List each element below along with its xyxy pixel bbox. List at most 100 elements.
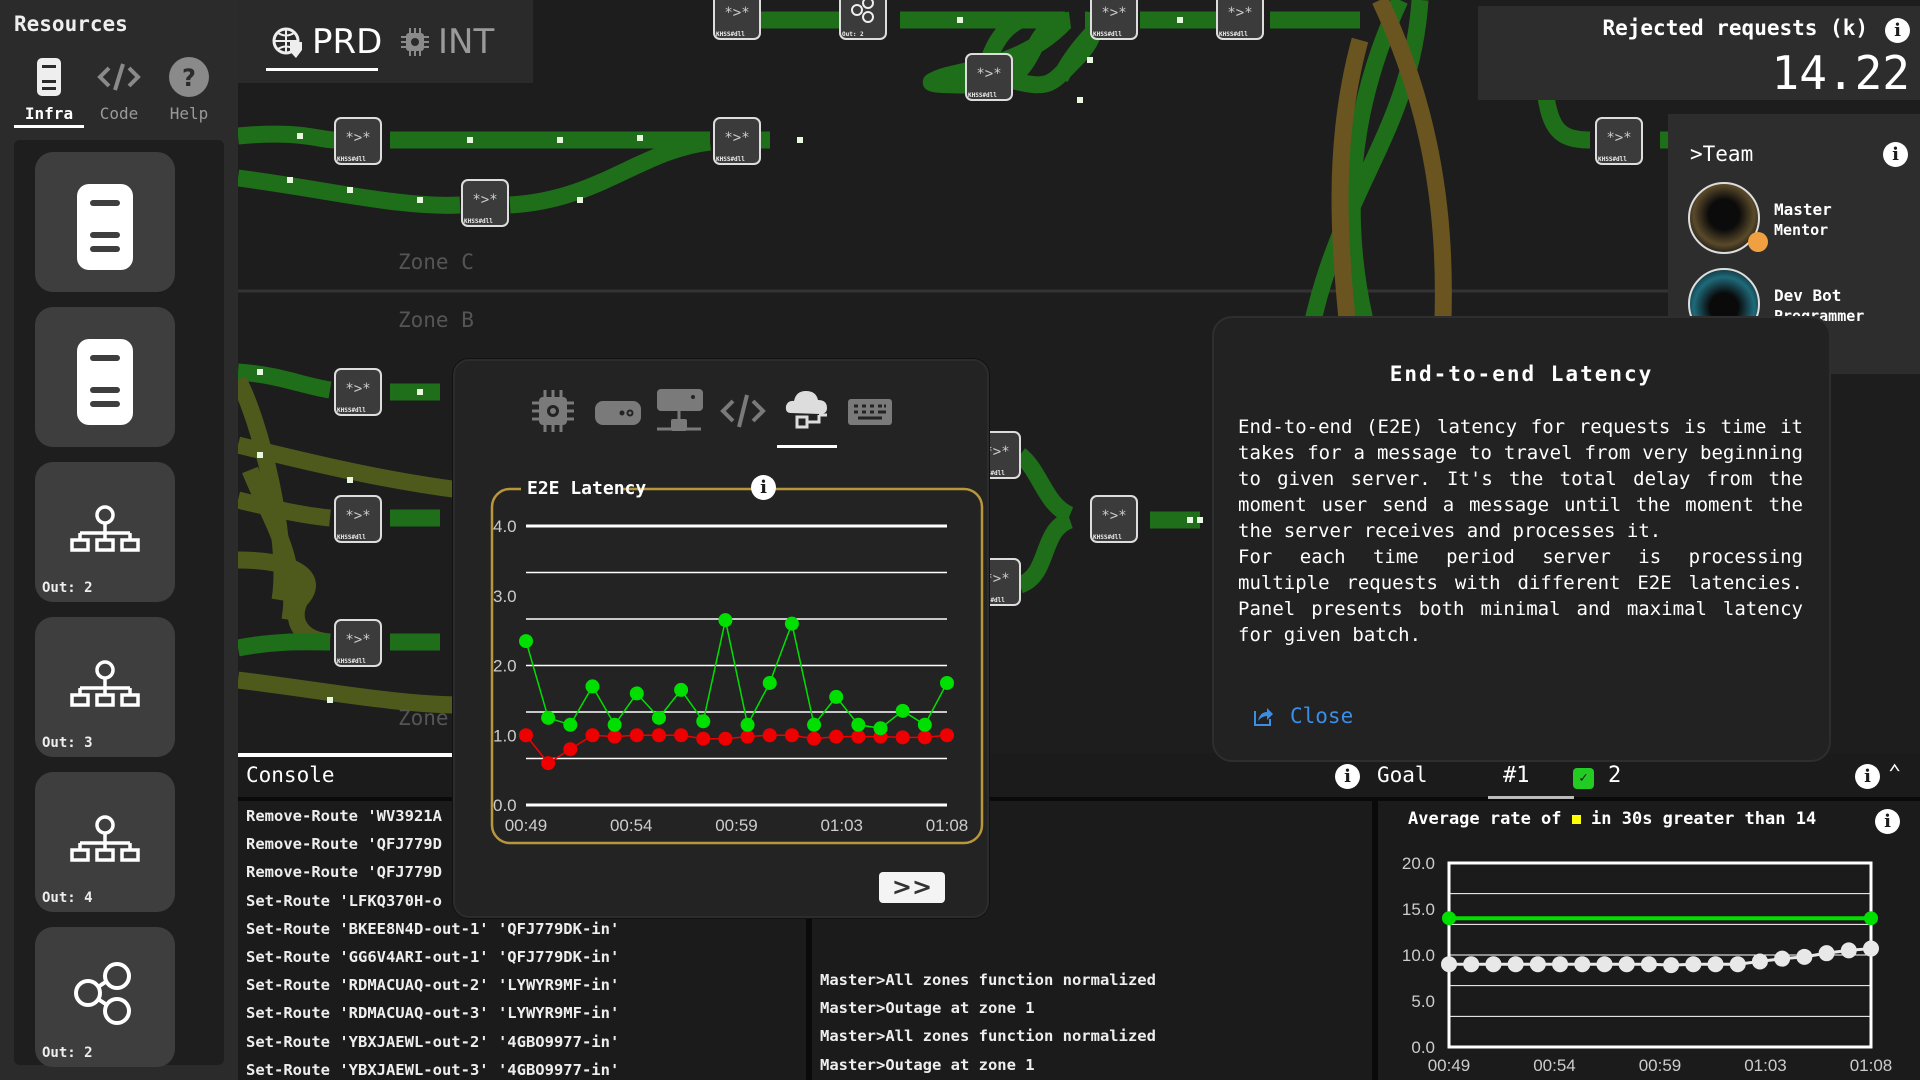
data-point[interactable]: [829, 689, 844, 704]
data-point[interactable]: [1751, 953, 1768, 970]
data-point[interactable]: [563, 742, 578, 757]
data-point[interactable]: [1663, 957, 1680, 974]
tab-help[interactable]: ? Help: [154, 56, 224, 123]
data-point[interactable]: [1529, 956, 1546, 973]
tab-infra[interactable]: Infra: [14, 56, 84, 123]
data-point[interactable]: [1864, 911, 1878, 926]
network-node[interactable]: *>* KHSS#dll: [713, 0, 761, 40]
data-point[interactable]: [651, 728, 666, 743]
data-point[interactable]: [718, 731, 733, 746]
data-point[interactable]: [940, 728, 954, 743]
data-point[interactable]: [784, 616, 799, 631]
data-point[interactable]: [629, 686, 644, 701]
data-point[interactable]: [696, 731, 711, 746]
data-point[interactable]: [1552, 956, 1569, 973]
data-point[interactable]: [1640, 956, 1657, 973]
data-point[interactable]: [917, 717, 932, 732]
data-point[interactable]: [563, 717, 578, 732]
data-point[interactable]: [674, 682, 689, 697]
network-node[interactable]: *>* KHSS#dll: [1090, 0, 1138, 40]
close-button[interactable]: Close: [1252, 704, 1353, 728]
data-point[interactable]: [1685, 956, 1702, 973]
info-icon[interactable]: i: [1875, 809, 1900, 834]
code-icon[interactable]: [719, 387, 767, 435]
data-point[interactable]: [629, 728, 644, 743]
info-icon[interactable]: i: [751, 475, 776, 500]
data-point[interactable]: [740, 729, 755, 744]
network-node[interactable]: *>* KHSS#dll: [965, 53, 1013, 101]
data-point[interactable]: [585, 679, 600, 694]
console-log[interactable]: Remove-Route 'WV3921A Remove-Route 'QFJ77…: [238, 801, 802, 1080]
data-point[interactable]: [940, 675, 954, 690]
info-icon[interactable]: i: [1885, 18, 1910, 43]
data-point[interactable]: [784, 728, 799, 743]
resource-card-list[interactable]: Out: 2 Out: 3 Out: 4 Out: 2: [14, 140, 224, 1067]
data-point[interactable]: [541, 710, 556, 725]
chip-icon[interactable]: [529, 387, 577, 435]
tab-code[interactable]: Code: [84, 56, 154, 123]
network-icon[interactable]: [655, 387, 703, 435]
data-point[interactable]: [1485, 956, 1502, 973]
network-node[interactable]: *>* KHSS#dll: [1090, 495, 1138, 543]
team-title[interactable]: >Team: [1690, 142, 1754, 166]
data-point[interactable]: [895, 730, 910, 745]
data-point[interactable]: [851, 729, 866, 744]
data-point[interactable]: [1796, 948, 1813, 965]
resource-card[interactable]: [35, 152, 175, 292]
goal-tab-2[interactable]: 2: [1608, 763, 1622, 788]
network-node[interactable]: *>* KHSS#dll: [713, 117, 761, 165]
data-point[interactable]: [1441, 956, 1457, 973]
data-point[interactable]: [696, 714, 711, 729]
resource-card[interactable]: Out: 3: [35, 617, 175, 757]
goal-tab-1[interactable]: #1: [1503, 763, 1530, 788]
data-point[interactable]: [674, 728, 689, 743]
env-tab-int[interactable]: INT: [400, 22, 494, 62]
data-point[interactable]: [607, 729, 622, 744]
data-point[interactable]: [873, 721, 888, 736]
data-point[interactable]: [740, 717, 755, 732]
resource-card[interactable]: Out: 2: [35, 462, 175, 602]
info-icon[interactable]: i: [1883, 142, 1908, 167]
resource-card[interactable]: Out: 2: [35, 927, 175, 1067]
resource-card[interactable]: [35, 307, 175, 447]
network-node[interactable]: *>* KHSS#dll: [334, 368, 382, 416]
network-node[interactable]: *>* KHSS#dll: [1216, 0, 1264, 40]
data-point[interactable]: [807, 717, 822, 732]
network-node[interactable]: *>* KHSS#dll: [334, 495, 382, 543]
data-point[interactable]: [718, 613, 733, 628]
data-point[interactable]: [1507, 956, 1524, 973]
data-point[interactable]: [762, 728, 777, 743]
data-point[interactable]: [1618, 956, 1635, 973]
data-point[interactable]: [607, 717, 622, 732]
data-point[interactable]: [1463, 956, 1480, 973]
data-point[interactable]: [519, 634, 533, 649]
next-button[interactable]: >>: [879, 872, 945, 903]
info-icon[interactable]: i: [1855, 764, 1880, 789]
data-point[interactable]: [1442, 911, 1456, 926]
device-icon[interactable]: [593, 387, 641, 435]
network-node[interactable]: *>* KHSS#dll: [1595, 117, 1643, 165]
data-point[interactable]: [895, 703, 910, 718]
data-point[interactable]: [1863, 940, 1879, 957]
message-log[interactable]: Master>All zones function normalized Mast…: [812, 801, 1372, 1080]
network-node[interactable]: *>* KHSS#dll: [334, 619, 382, 667]
data-point[interactable]: [1818, 945, 1835, 962]
data-point[interactable]: [1840, 942, 1857, 959]
data-point[interactable]: [585, 728, 600, 743]
data-point[interactable]: [1574, 956, 1591, 973]
network-node[interactable]: Out: 2: [839, 0, 887, 40]
data-point[interactable]: [1596, 956, 1613, 973]
keyboard-icon[interactable]: [846, 387, 894, 435]
data-point[interactable]: [807, 731, 822, 746]
collapse-chevron-icon[interactable]: ⌃: [1888, 761, 1902, 786]
network-node[interactable]: *>* KHSS#dll: [334, 117, 382, 165]
data-point[interactable]: [1729, 956, 1746, 973]
data-point[interactable]: [851, 717, 866, 732]
data-point[interactable]: [1774, 950, 1791, 967]
data-point[interactable]: [829, 729, 844, 744]
data-point[interactable]: [1707, 956, 1724, 973]
data-point[interactable]: [762, 675, 777, 690]
data-point[interactable]: [917, 730, 932, 745]
network-node[interactable]: *>* KHSS#dll: [461, 179, 509, 227]
env-tab-prd[interactable]: PRD: [272, 22, 382, 62]
